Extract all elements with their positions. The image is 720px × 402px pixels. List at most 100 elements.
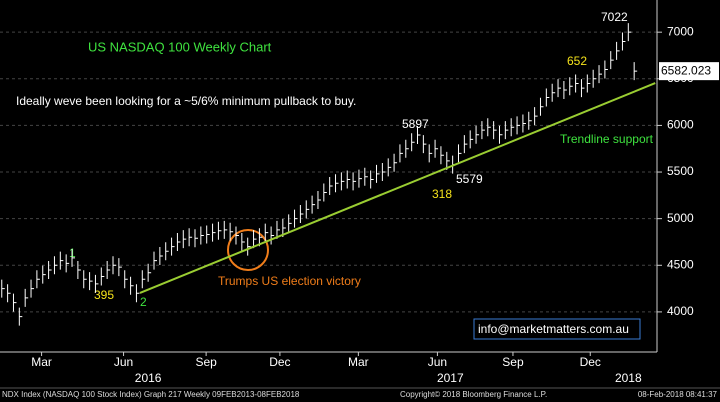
price-bar (616, 41, 620, 60)
trendline (139, 82, 656, 294)
price-bar (534, 107, 538, 126)
x-tick-label: Dec (269, 355, 290, 369)
price-bar (65, 254, 70, 273)
x-tick-label: Mar (31, 355, 52, 369)
price-bar (94, 274, 99, 293)
price-bar (504, 121, 509, 140)
price-bar (30, 279, 35, 298)
y-tick-label: 4500 (667, 257, 694, 271)
price-bar (241, 232, 245, 251)
year-label: 2017 (437, 371, 464, 385)
price-bar (270, 226, 275, 245)
y-tick-label: 6000 (667, 118, 694, 132)
price-bar (1, 279, 5, 298)
price-bar (171, 237, 175, 256)
price-bar (417, 126, 421, 145)
price-bar (165, 242, 169, 261)
price-bar (598, 65, 603, 84)
chart-title: US NASDAQ 100 Weekly Chart (88, 39, 272, 54)
price-bar (223, 220, 228, 239)
price-bar (206, 225, 210, 244)
price-bar (393, 153, 398, 172)
annotation: 5897 (402, 117, 429, 131)
last-price-box (659, 62, 719, 81)
annotation: Trumps US election victory (218, 274, 361, 288)
price-bar (563, 80, 567, 99)
price-bar (575, 74, 579, 93)
price-bar (370, 170, 374, 189)
price-bar (475, 125, 480, 144)
price-bar (141, 270, 146, 289)
price-bar (381, 163, 386, 182)
price-bar (329, 177, 333, 196)
price-bar (24, 288, 29, 307)
price-bar (580, 79, 585, 98)
price-bar (176, 232, 181, 251)
chart-subtitle: Ideally weve been looking for a ~5/6% mi… (16, 94, 356, 108)
last-price: 6582.023 (661, 63, 711, 77)
price-bar (124, 270, 128, 289)
price-bar (106, 260, 111, 279)
price-bar (36, 270, 40, 289)
price-bar (346, 170, 351, 189)
price-bar (147, 263, 152, 282)
price-bar (229, 222, 234, 241)
price-bar (77, 260, 81, 279)
x-tick-label: Dec (580, 355, 601, 369)
price-bar (434, 139, 439, 158)
price-bar (352, 172, 357, 191)
price-bar (376, 164, 380, 183)
price-bar (487, 118, 491, 137)
price-bar (100, 267, 105, 286)
price-bar (12, 293, 17, 312)
price-bar (340, 172, 345, 191)
price-bar (493, 121, 497, 140)
price-bar (18, 307, 23, 326)
price-bar (53, 256, 58, 275)
price-bar (446, 151, 450, 170)
year-label: 2016 (135, 371, 162, 385)
price-bar (411, 133, 415, 152)
price-bar (528, 111, 532, 130)
price-bar (627, 23, 632, 42)
annotation: Trendline support (560, 132, 654, 146)
price-bar (305, 200, 310, 219)
y-tick-label: 5500 (667, 164, 694, 178)
price-bar (522, 114, 526, 133)
y-tick-label: 4000 (667, 304, 694, 318)
price-bar (188, 228, 193, 247)
price-bar (610, 51, 614, 70)
price-bar (604, 60, 608, 79)
y-tick-label: 7000 (667, 24, 694, 38)
price-bar (358, 169, 362, 188)
price-bar (323, 183, 327, 202)
contact: info@marketmatters.com.au (478, 322, 629, 336)
price-bar (457, 144, 462, 163)
price-bar (83, 270, 87, 289)
price-bar (247, 237, 251, 256)
price-bar (399, 144, 403, 163)
price-bar (288, 214, 292, 233)
price-bar (498, 125, 503, 144)
price-bar (182, 230, 187, 249)
price-bar (387, 158, 392, 177)
annotation: 5579 (456, 172, 483, 186)
price-bar (118, 258, 122, 277)
contact-box (473, 318, 641, 340)
price-bar (59, 251, 64, 270)
y-tick-label: 5000 (667, 211, 694, 225)
x-tick-label: Jun (428, 355, 447, 369)
price-bar (569, 77, 573, 96)
footer-right: 08-Feb-2018 08:41:37 (638, 390, 718, 399)
price-bar (294, 209, 298, 228)
annotation: 395 (94, 288, 114, 302)
x-tick-label: Sep (502, 355, 524, 369)
price-bar (89, 272, 93, 291)
price-bar (311, 195, 316, 214)
footer-center: Copyright© 2018 Bloomberg Finance L.P. (400, 390, 547, 399)
price-bar (317, 191, 321, 210)
price-bar (335, 174, 339, 193)
price-bar (194, 229, 198, 248)
price-bar (516, 116, 521, 135)
